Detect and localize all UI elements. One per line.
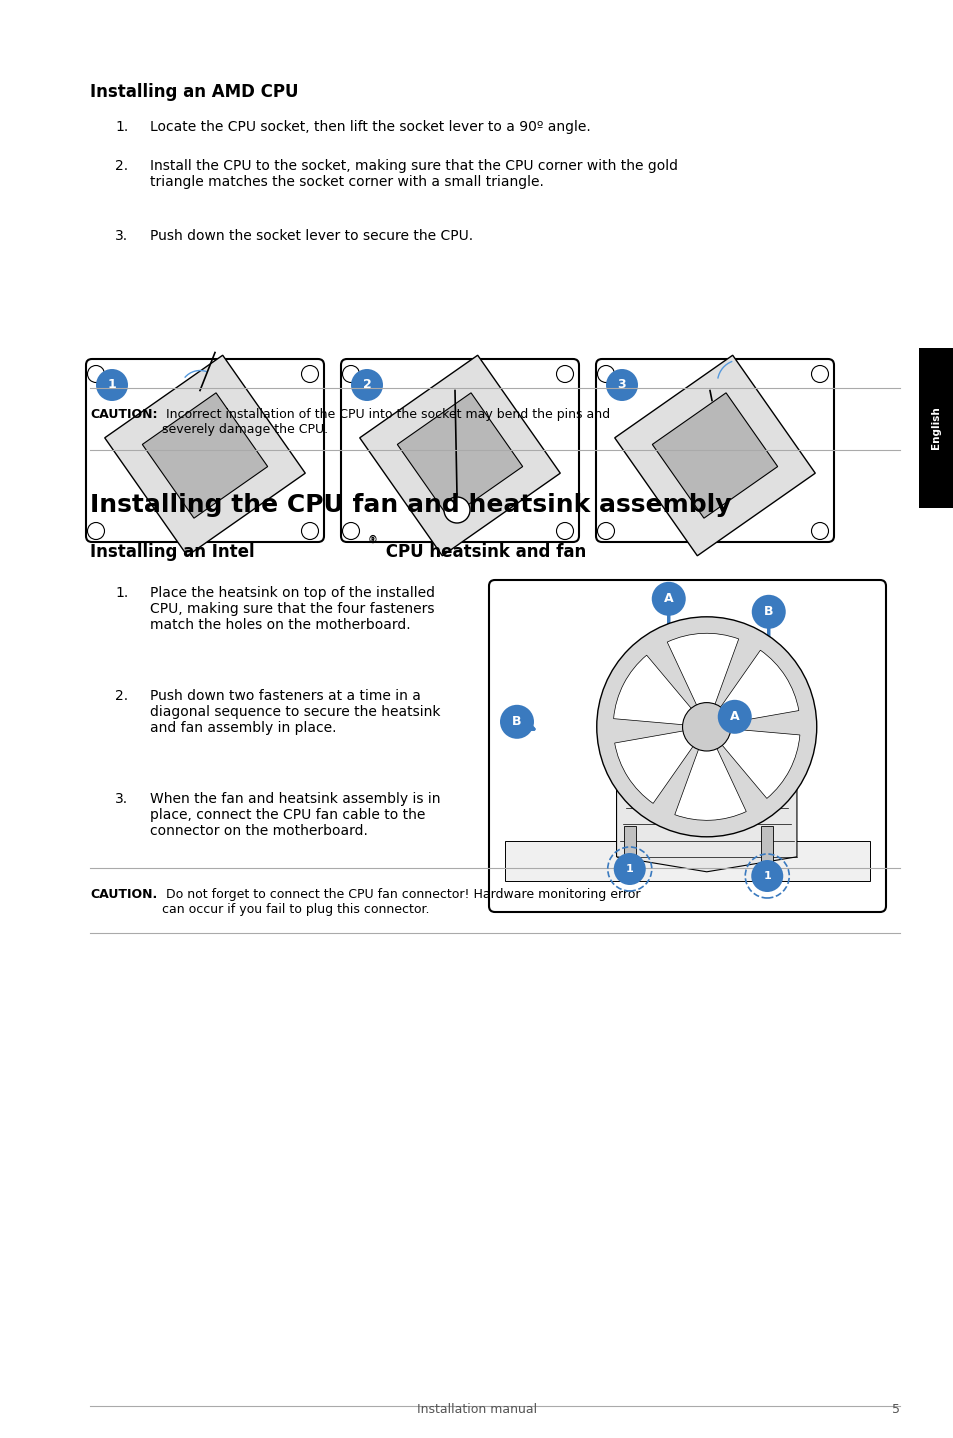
- Text: Do not forget to connect the CPU fan connector! Hardware monitoring error
can oc: Do not forget to connect the CPU fan con…: [162, 889, 639, 916]
- Bar: [623, 825, 635, 881]
- Circle shape: [751, 595, 785, 628]
- Wedge shape: [613, 656, 706, 726]
- Polygon shape: [105, 355, 305, 555]
- Bar: [760, 825, 773, 881]
- Polygon shape: [616, 759, 796, 871]
- Circle shape: [597, 617, 816, 837]
- FancyBboxPatch shape: [489, 580, 885, 912]
- Text: Installing the CPU fan and heatsink assembly: Installing the CPU fan and heatsink asse…: [90, 493, 731, 518]
- Bar: [918, 348, 953, 508]
- Text: Install the CPU to the socket, making sure that the CPU corner with the gold
tri: Install the CPU to the socket, making su…: [150, 160, 678, 190]
- FancyBboxPatch shape: [596, 360, 833, 542]
- Polygon shape: [359, 355, 559, 555]
- Text: Installing an Intel: Installing an Intel: [90, 544, 254, 561]
- Text: Installing an AMD CPU: Installing an AMD CPU: [90, 83, 298, 101]
- Circle shape: [811, 365, 827, 383]
- Text: Place the heatsink on top of the installed
CPU, making sure that the four fasten: Place the heatsink on top of the install…: [150, 587, 435, 633]
- Wedge shape: [666, 633, 738, 726]
- Text: 3: 3: [617, 378, 626, 391]
- Text: Locate the CPU socket, then lift the socket lever to a 90º angle.: Locate the CPU socket, then lift the soc…: [150, 119, 590, 134]
- Text: ®: ®: [368, 535, 377, 545]
- Polygon shape: [396, 393, 522, 518]
- FancyBboxPatch shape: [340, 360, 578, 542]
- Circle shape: [88, 365, 105, 383]
- Text: Installation manual: Installation manual: [416, 1403, 537, 1416]
- Circle shape: [301, 522, 318, 539]
- Circle shape: [681, 703, 730, 751]
- Text: A: A: [729, 710, 739, 723]
- Circle shape: [556, 522, 573, 539]
- Circle shape: [96, 370, 128, 401]
- Polygon shape: [142, 393, 268, 518]
- Wedge shape: [674, 726, 745, 820]
- Text: 3.: 3.: [115, 792, 128, 807]
- Polygon shape: [614, 355, 815, 555]
- Text: Incorrect installation of the CPU into the socket may bend the pins and
severely: Incorrect installation of the CPU into t…: [162, 408, 610, 436]
- Circle shape: [613, 853, 645, 884]
- Text: Push down the socket lever to secure the CPU.: Push down the socket lever to secure the…: [150, 229, 473, 243]
- Polygon shape: [504, 841, 869, 881]
- Text: Push down two fasteners at a time in a
diagonal sequence to secure the heatsink
: Push down two fasteners at a time in a d…: [150, 689, 440, 735]
- Circle shape: [443, 498, 470, 523]
- Text: English: English: [930, 407, 941, 449]
- Circle shape: [342, 365, 359, 383]
- Text: B: B: [763, 605, 773, 618]
- Circle shape: [605, 370, 638, 401]
- Circle shape: [499, 705, 534, 739]
- Circle shape: [750, 860, 782, 892]
- Text: 3.: 3.: [115, 229, 128, 243]
- Text: B: B: [512, 715, 521, 728]
- Circle shape: [351, 370, 382, 401]
- Text: A: A: [663, 592, 673, 605]
- Text: When the fan and heatsink assembly is in
place, connect the CPU fan cable to the: When the fan and heatsink assembly is in…: [150, 792, 440, 838]
- Wedge shape: [706, 650, 798, 726]
- Text: 2: 2: [362, 378, 371, 391]
- Polygon shape: [652, 393, 777, 518]
- Circle shape: [301, 365, 318, 383]
- Text: 1: 1: [625, 864, 633, 874]
- FancyBboxPatch shape: [86, 360, 324, 542]
- Text: 1.: 1.: [115, 587, 128, 600]
- Text: CAUTION:: CAUTION:: [90, 408, 157, 421]
- Circle shape: [597, 522, 614, 539]
- Text: CPU heatsink and fan: CPU heatsink and fan: [379, 544, 586, 561]
- Circle shape: [717, 700, 751, 733]
- Text: 1: 1: [762, 871, 770, 881]
- Circle shape: [811, 522, 827, 539]
- Text: 1: 1: [108, 378, 116, 391]
- Text: 5: 5: [891, 1403, 899, 1416]
- Wedge shape: [706, 726, 799, 798]
- Circle shape: [597, 365, 614, 383]
- Text: 2.: 2.: [115, 160, 128, 173]
- Circle shape: [342, 522, 359, 539]
- Wedge shape: [614, 726, 706, 804]
- Circle shape: [556, 365, 573, 383]
- Text: CAUTION.: CAUTION.: [90, 889, 157, 902]
- Circle shape: [88, 522, 105, 539]
- Text: 1.: 1.: [115, 119, 128, 134]
- Circle shape: [651, 582, 685, 615]
- Text: 2.: 2.: [115, 689, 128, 703]
